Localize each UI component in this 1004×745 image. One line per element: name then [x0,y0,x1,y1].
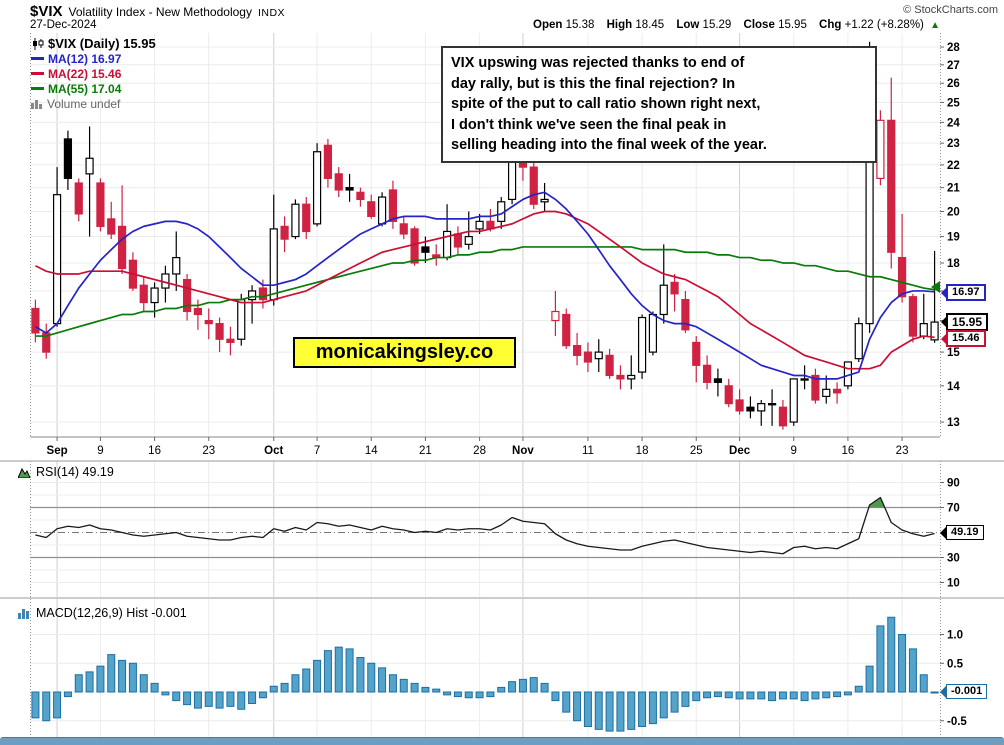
svg-text:21: 21 [419,445,432,457]
ma55-swatch [31,87,44,90]
rsi-axis-flag: 49.19 [946,525,984,540]
watermark-label: monicakingsley.co [293,337,516,368]
price-legend: $VIX (Daily) 15.95 MA(12) 16.97 MA(22) 1… [31,36,156,111]
moving-average-lines [34,191,935,380]
macd-panel-header: MACD(12,26,9) Hist -0.001 [18,606,187,620]
svg-text:18: 18 [636,445,649,457]
svg-text:24: 24 [947,117,960,129]
svg-text:28: 28 [473,445,486,457]
svg-text:-0.5: -0.5 [947,716,967,728]
svg-text:16: 16 [148,445,161,457]
close-label: Close [743,19,775,31]
symbol-label: $VIX [30,3,63,20]
macd-histogram [31,616,939,732]
chart-date: 27-Dec-2024 [30,19,97,31]
volume-icon [31,99,43,109]
macd-icon [18,608,31,619]
low-label: Low [676,19,700,31]
svg-text:70: 70 [947,503,960,515]
svg-text:14: 14 [365,445,378,457]
svg-text:Nov: Nov [512,445,534,457]
annotation-line: VIX upswing was rejected thanks to end o… [451,55,745,71]
svg-text:9: 9 [97,445,103,457]
svg-text:18: 18 [947,258,960,270]
legend-ma55: MA(55) 17.04 [48,81,122,96]
svg-text:0.5: 0.5 [947,658,964,670]
svg-text:15: 15 [947,347,960,359]
axes [0,33,1004,737]
rsi-icon [18,467,31,478]
macd-axis-flag: -0.001 [946,684,988,699]
ma22-axis-flag: 15.46 [946,330,986,347]
svg-text:25: 25 [690,445,703,457]
rsi-panel-header: RSI(14) 49.19 [18,465,114,479]
legend-ma22: MA(22) 15.46 [48,66,122,81]
open-label: Open [533,19,563,31]
svg-text:Sep: Sep [47,445,68,457]
change-up-arrow-icon: ▲ [930,20,940,31]
high-label: High [606,19,633,31]
svg-text:1.0: 1.0 [947,630,963,642]
svg-text:16: 16 [842,445,855,457]
quote-strip: Open 15.38 High 18.45 Low 15.29 Close 15… [524,19,940,31]
svg-text:Oct: Oct [264,445,283,457]
close-value: 15.95 [778,19,807,31]
svg-text:30: 30 [947,553,960,565]
legend-volume: Volume undef [47,96,121,111]
symbol-description: Volatility Index - New Methodology [68,5,252,19]
candlestick-icon [31,37,44,50]
ma22-swatch [31,72,44,75]
annotation-line: I don't think we've seen the final peak … [451,116,727,133]
candlestick-series [31,41,939,430]
macd-label: MACD(12,26,9) Hist -0.001 [36,606,187,620]
high-value: 18.45 [635,19,665,31]
svg-text:21: 21 [947,183,960,195]
annotation-line: day rally, but is this the final rejecti… [451,75,736,92]
ma12-swatch [31,57,44,60]
svg-text:23: 23 [947,138,960,150]
last-price-axis-flag: 15.95 [946,313,989,331]
svg-text:11: 11 [582,445,594,457]
copyright-label: © StockCharts.com [903,4,998,16]
svg-text:9: 9 [791,445,797,457]
chart-header: $VIX Volatility Index - New Methodology IN… [30,3,1000,20]
svg-text:19: 19 [947,232,960,244]
rsi-label: RSI(14) 49.19 [36,465,114,479]
svg-text:26: 26 [947,78,960,90]
open-value: 15.38 [565,19,595,31]
axis-labels: 1314151617181920212223242526272890703010… [47,42,968,728]
svg-text:10: 10 [947,578,960,590]
ma12-axis-flag: 16.97 [946,284,986,301]
annotation-line: selling heading into the final week of t… [451,137,767,153]
svg-text:23: 23 [896,445,909,457]
ma55-axis-arrow-icon [931,281,940,293]
svg-text:13: 13 [947,417,960,429]
exchange-label: INDX [257,7,286,19]
svg-text:90: 90 [947,478,960,490]
svg-text:27: 27 [947,60,960,72]
svg-text:22: 22 [947,160,960,172]
svg-text:25: 25 [947,97,960,109]
svg-text:7: 7 [314,445,320,457]
legend-ma12: MA(12) 16.97 [48,51,122,66]
legend-symbol: $VIX (Daily) 15.95 [48,36,156,51]
svg-text:23: 23 [202,445,215,457]
annotation-box: VIX upswing was rejected thanks to end o… [441,46,877,163]
rsi-series [35,496,935,555]
svg-text:Dec: Dec [729,445,751,457]
chart-subheader: 27-Dec-2024 Open 15.38 High 18.45 Low 15… [30,19,1004,33]
annotation-line: spite of the put to call ratio shown rig… [451,96,761,112]
svg-text:14: 14 [947,381,960,393]
svg-text:20: 20 [947,206,960,218]
change-value: +1.22 (+8.28%) [844,19,924,31]
low-value: 15.29 [702,19,732,31]
bottom-edge-bar [0,737,1004,745]
change-label: Chg [819,19,842,31]
svg-text:28: 28 [947,42,960,54]
